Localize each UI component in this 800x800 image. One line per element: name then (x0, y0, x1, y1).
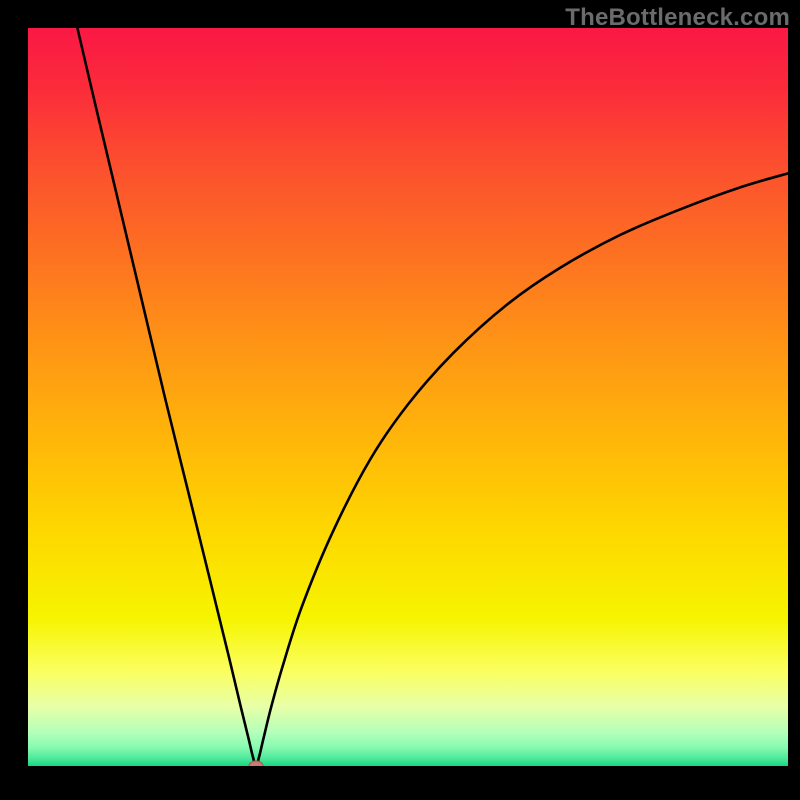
chart-container: { "watermark": { "text": "TheBottleneck.… (0, 0, 800, 800)
watermark-text: TheBottleneck.com (565, 4, 790, 32)
plot-area (28, 28, 788, 766)
frame-border-left (0, 0, 28, 800)
frame-border-right (788, 0, 800, 800)
optimal-point-marker (249, 761, 264, 767)
bottleneck-curve (28, 28, 788, 766)
curve-path (77, 28, 788, 766)
frame-border-bottom (0, 766, 800, 800)
